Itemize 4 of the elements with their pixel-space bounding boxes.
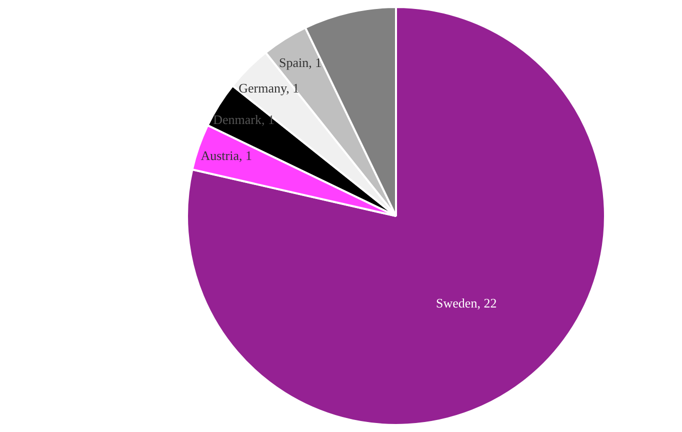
slice-label: Spain, 1 — [279, 55, 322, 70]
slice-label: Germany, 1 — [238, 80, 300, 96]
slice-label: Sweden, 22 — [436, 296, 497, 311]
slice-label: Austria, 1 — [200, 148, 252, 164]
